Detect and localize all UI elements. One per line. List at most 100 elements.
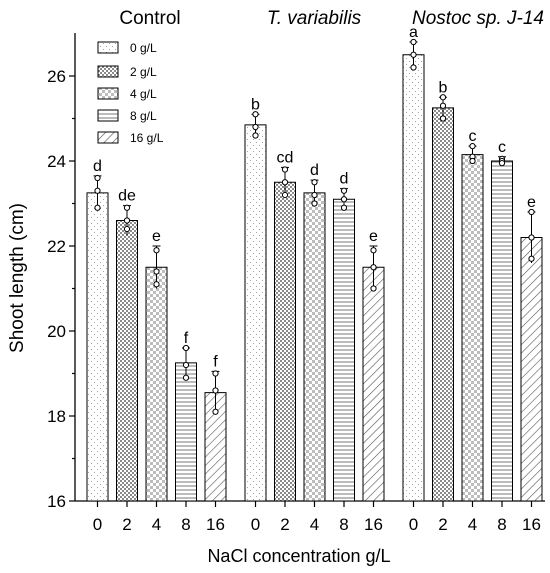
legend: 0 g/L 2 g/L 4 g/L 8 g/L 16 g/L <box>97 41 164 145</box>
legend-swatch-4 <box>97 131 119 144</box>
x-tick-label: 2 <box>122 515 131 534</box>
data-point <box>153 247 160 254</box>
significance-letter: c <box>469 128 477 145</box>
data-point <box>281 166 289 173</box>
bar <box>86 192 109 502</box>
x-tick-label: 16 <box>364 515 383 534</box>
data-point <box>153 281 160 288</box>
x-tick-label: 8 <box>339 515 348 534</box>
chart-marks: d 0 de 2 e 4 f 8 f 16 b 0 cd 2 d 4 d 8 e 16 a 0 b 2 c 4 c 8 e 16 <box>86 24 543 534</box>
x-tick-label: 2 <box>280 515 289 534</box>
significance-letter: f <box>184 330 189 347</box>
significance-letter: e <box>152 228 161 245</box>
data-point <box>252 123 259 131</box>
bar <box>175 362 197 502</box>
bar <box>491 160 513 502</box>
x-tick-label: 0 <box>409 515 418 534</box>
significance-letter: d <box>310 162 319 179</box>
group-title-control: Control <box>119 8 180 29</box>
x-tick-label: 8 <box>181 515 190 534</box>
bar <box>116 220 138 502</box>
x-tick-label: 4 <box>152 515 161 534</box>
data-point <box>123 204 131 211</box>
bar <box>244 124 267 502</box>
legend-label-3: 8 g/L <box>130 109 157 123</box>
y-tick-label: 26 <box>47 67 66 86</box>
data-point <box>212 370 219 377</box>
significance-letter: d <box>340 171 349 188</box>
significance-letter: b <box>251 96 260 113</box>
x-tick-label: 2 <box>438 515 447 534</box>
x-tick-label: 8 <box>497 515 506 534</box>
group-title-t-variabilis: T. variabilis <box>267 8 362 29</box>
legend-label-2: 4 g/L <box>130 87 157 101</box>
significance-letter: b <box>439 79 448 96</box>
data-point <box>212 387 219 394</box>
data-point <box>439 94 447 101</box>
data-point <box>370 264 377 271</box>
bar <box>461 154 484 502</box>
data-point <box>439 115 447 122</box>
x-axis-title: NaCl concentration g/L <box>207 546 390 566</box>
significance-letter: a <box>409 24 418 41</box>
data-point <box>311 200 318 207</box>
y-tick-label: 24 <box>47 152 66 171</box>
x-tick-label: 16 <box>522 515 541 534</box>
bar <box>362 266 385 502</box>
legend-swatch-2 <box>97 87 119 100</box>
data-point <box>94 174 101 182</box>
data-point <box>123 217 131 224</box>
data-point <box>439 102 447 109</box>
data-point <box>281 179 289 186</box>
data-point <box>281 191 289 199</box>
significance-letter: d <box>93 158 102 175</box>
bar <box>402 54 425 502</box>
data-point <box>311 191 318 199</box>
bar <box>333 198 355 502</box>
data-point <box>182 361 190 369</box>
significance-letter: e <box>369 228 378 245</box>
data-point <box>469 143 476 150</box>
significance-letter: de <box>118 188 136 205</box>
data-point <box>410 38 417 46</box>
x-tick-label: 0 <box>93 515 102 534</box>
data-point <box>370 247 377 254</box>
data-point <box>182 344 190 352</box>
bar <box>432 107 454 502</box>
data-point <box>410 64 417 71</box>
data-point <box>153 268 160 275</box>
data-point <box>340 196 348 203</box>
significance-letter: c <box>498 139 506 156</box>
data-point <box>123 225 131 233</box>
bar <box>145 266 168 502</box>
data-point <box>528 255 535 262</box>
legend-label-4: 16 g/L <box>130 131 164 145</box>
data-point <box>528 234 535 241</box>
data-point <box>94 187 101 194</box>
x-tick-label: 16 <box>206 515 225 534</box>
bar <box>520 237 543 502</box>
data-point <box>528 208 535 216</box>
data-point <box>340 204 348 211</box>
data-point <box>182 374 190 381</box>
legend-label-1: 2 g/L <box>130 65 157 79</box>
significance-letter: cd <box>277 149 294 166</box>
data-point <box>469 157 476 165</box>
y-tick-label: 20 <box>47 322 66 341</box>
data-point <box>252 132 259 139</box>
y-axis-title: Shoot length (cm) <box>7 203 28 353</box>
group-title-nostoc: Nostoc sp. J-14 <box>412 8 544 29</box>
y-tick-label: 16 <box>47 492 66 511</box>
legend-swatch-3 <box>97 109 119 122</box>
data-point <box>370 285 377 292</box>
x-tick-label: 0 <box>251 515 260 534</box>
y-tick-label: 22 <box>47 237 66 256</box>
x-tick-label: 4 <box>310 515 319 534</box>
x-tick-label: 4 <box>468 515 477 534</box>
data-point <box>94 204 101 211</box>
bar <box>303 192 326 502</box>
data-point <box>252 111 259 118</box>
data-point <box>311 179 318 186</box>
legend-swatch-0 <box>97 41 119 54</box>
